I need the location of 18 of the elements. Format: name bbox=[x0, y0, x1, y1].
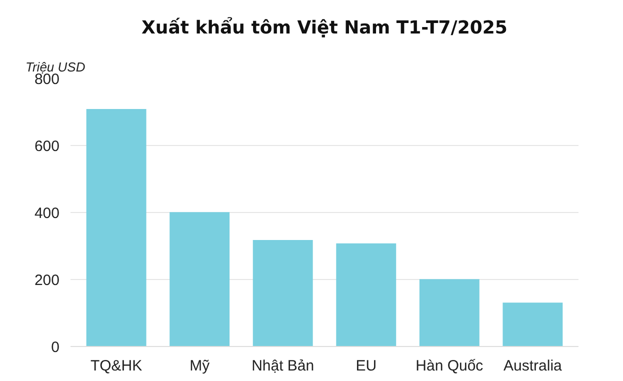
y-tick-label: 400 bbox=[34, 205, 60, 222]
chart-title: Xuất khẩu tôm Việt Nam T1-T7/2025 bbox=[142, 16, 508, 38]
y-tick-label: 600 bbox=[34, 138, 60, 155]
bar bbox=[252, 240, 313, 346]
y-tick-label: 0 bbox=[51, 339, 60, 356]
x-tick-label: Hàn Quốc bbox=[416, 358, 484, 374]
bar bbox=[336, 243, 396, 346]
bar bbox=[502, 302, 563, 346]
bar bbox=[86, 108, 146, 346]
y-tick-label: 200 bbox=[34, 272, 60, 289]
x-tick-label: Australia bbox=[504, 358, 563, 374]
bar bbox=[170, 212, 230, 346]
x-tick-label: Nhật Bản bbox=[252, 358, 314, 374]
bar bbox=[419, 279, 480, 346]
y-axis-title: Triệu USD bbox=[26, 60, 86, 74]
x-tick-label: EU bbox=[356, 358, 377, 374]
x-tick-label: TQ&HK bbox=[90, 358, 142, 374]
x-tick-label: Mỹ bbox=[190, 358, 210, 374]
